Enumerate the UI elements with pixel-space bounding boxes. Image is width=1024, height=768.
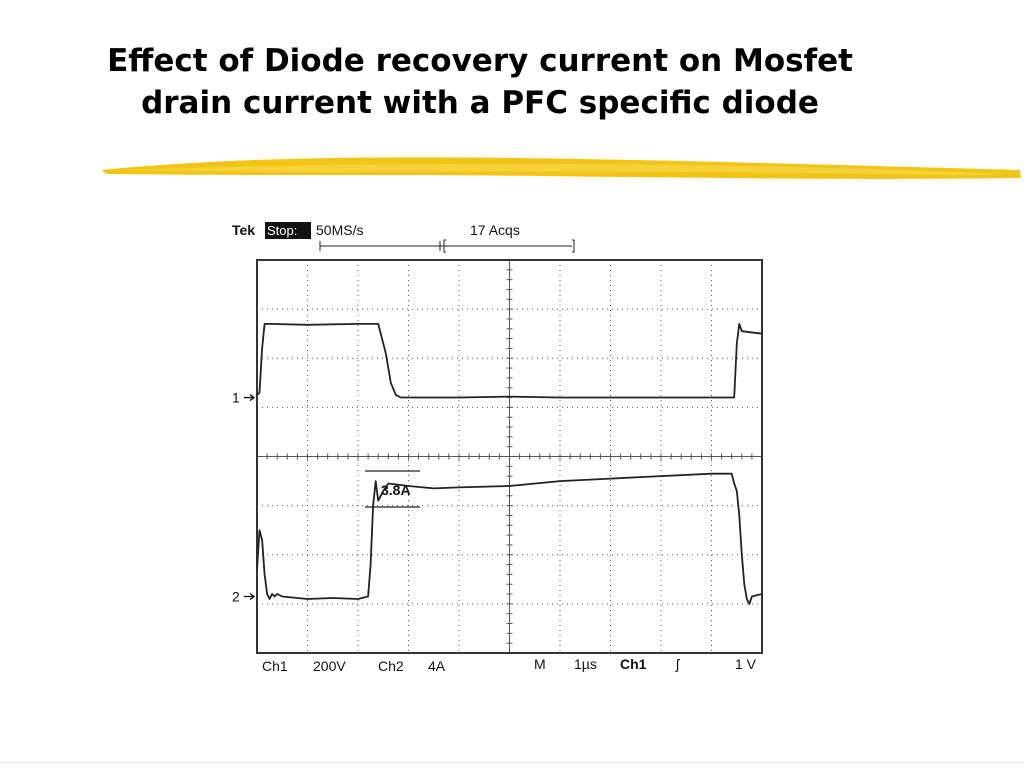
channel-marker-label: 2 [232,589,240,605]
footer-ch1: Ch1 [262,658,288,674]
trace-channel-2 [256,472,763,605]
header-brand: Tek [232,222,255,238]
channel-marker-arrow [244,592,256,601]
channel-marker-label: 1 [232,390,240,406]
slide-title: Effect of Diode recovery current on Mosf… [0,40,960,124]
slide-title-line-2: drain current with a PFC specific diode [141,85,819,121]
scope-footer: Ch1 200V Ch2 4A M 1µs Ch1 ʃ 1 V [262,656,757,674]
annotation-label: 3.8A [381,482,411,498]
footer-ch1-scale: 200V [313,658,346,674]
slide-bottom-rule [0,762,1024,763]
header-sample-rate: 50MS/s [316,222,363,238]
header-state: Stop: [267,223,297,238]
slide-title-line-1: Effect of Diode recovery current on Mosf… [107,43,853,79]
footer-ch2-scale: 4A [428,658,446,674]
annotation-3-8a: 3.8A [365,470,420,508]
footer-timebase: 1µs [574,656,597,672]
yellow-brush-stroke [102,157,1021,179]
plot-frame [256,259,763,654]
footer-trigger-source: Ch1 [620,656,647,672]
channel-markers: 12 [232,390,256,605]
scope-header: Tek Stop: 50MS/s 17 Acqs [232,222,575,253]
trace-channel-1 [256,323,763,399]
record-length-bar [319,239,575,253]
footer-ch2: Ch2 [378,658,404,674]
footer-trigger-slope: ʃ [675,656,681,672]
channel-marker-arrow [244,394,256,402]
waveform-traces [256,323,763,605]
header-acquisitions: 17 Acqs [470,222,520,238]
footer-m: M [534,656,546,672]
plot-grid [256,259,763,654]
header-state-badge [265,222,311,239]
footer-trigger-level: 1 V [735,656,757,672]
